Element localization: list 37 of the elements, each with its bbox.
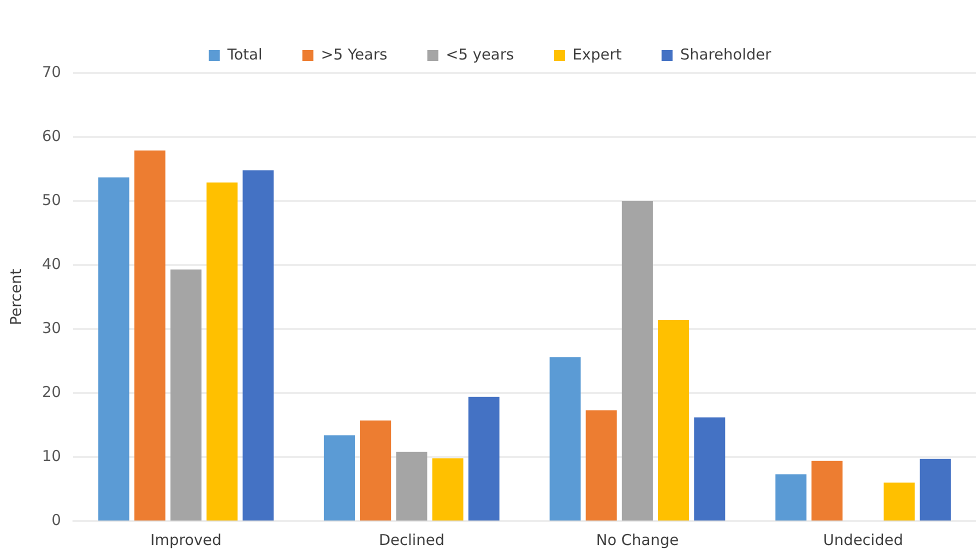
y-tick-label: 20	[42, 382, 62, 401]
bar	[432, 458, 464, 520]
legend-label: Shareholder	[680, 45, 772, 64]
y-tick-label: 30	[42, 318, 62, 337]
bar	[550, 357, 581, 520]
bar	[360, 420, 392, 520]
bar	[170, 269, 202, 520]
y-axis-title: Percent	[6, 268, 25, 326]
bar	[206, 182, 238, 520]
y-tick-label: 70	[42, 62, 62, 81]
bar	[622, 201, 653, 520]
y-tick-label: 40	[42, 254, 62, 273]
y-tick-label: 0	[52, 510, 62, 529]
legend-label: Expert	[572, 45, 622, 64]
bar	[468, 396, 500, 520]
y-tick-label: 50	[42, 190, 62, 209]
y-tick-label: 60	[42, 126, 62, 145]
bar	[324, 435, 355, 520]
bar	[884, 482, 915, 520]
x-tick-label: No Change	[596, 530, 679, 549]
y-tick-label: 10	[42, 446, 62, 465]
legend-label: <5 years	[446, 45, 514, 64]
x-tick-label: Declined	[378, 530, 444, 549]
bar	[920, 458, 951, 520]
bar	[811, 460, 843, 520]
x-tick-label: Undecided	[823, 530, 904, 549]
bar	[775, 474, 806, 520]
bar	[586, 410, 617, 520]
bar	[242, 170, 274, 520]
legend-label: Total	[226, 45, 262, 64]
bar	[658, 320, 690, 520]
bar	[396, 452, 428, 520]
bar	[134, 150, 166, 520]
bar	[694, 417, 726, 520]
legend-label: >5 Years	[320, 45, 388, 64]
bar	[98, 177, 130, 520]
x-tick-label: Improved	[150, 530, 222, 549]
